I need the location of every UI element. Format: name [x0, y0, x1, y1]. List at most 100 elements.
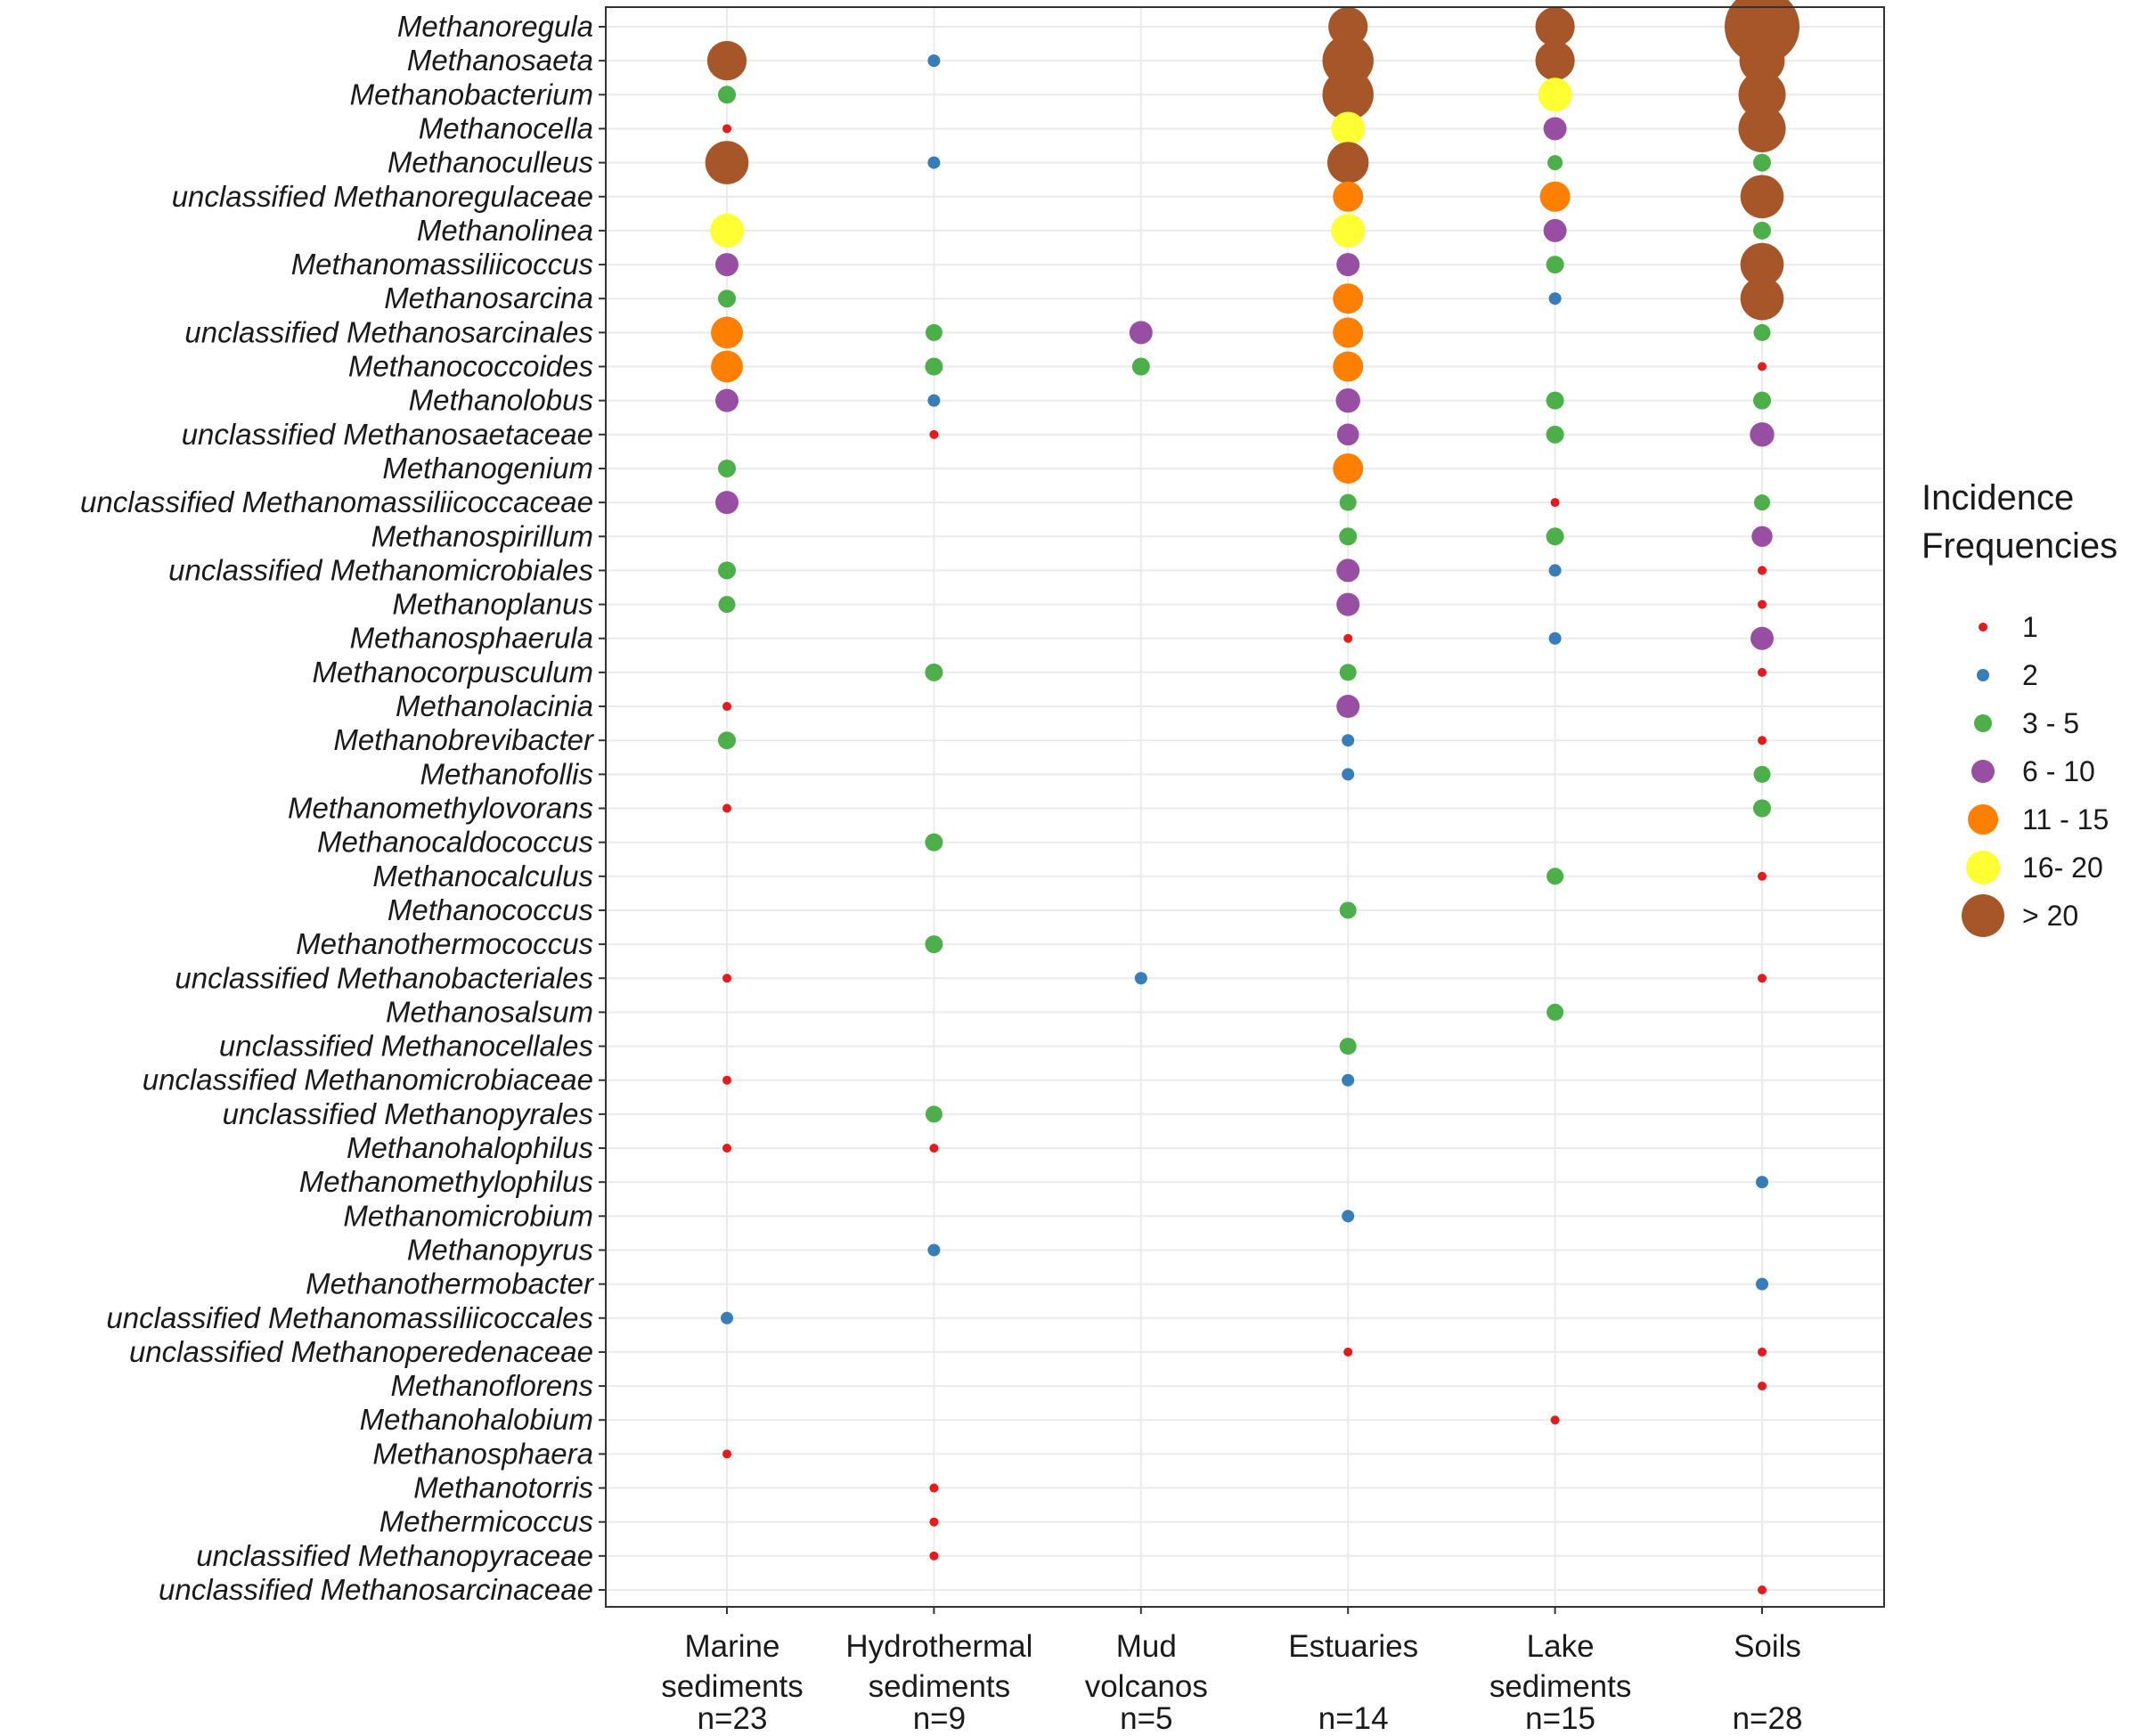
data-point	[925, 357, 943, 376]
y-tick-label: Methanomethylophilus	[299, 1165, 593, 1198]
data-point	[1336, 253, 1360, 277]
data-point	[1333, 351, 1364, 382]
y-axis-ticks	[599, 26, 606, 1591]
data-point	[1333, 283, 1364, 314]
data-point	[1342, 1210, 1355, 1223]
data-point	[1134, 972, 1147, 985]
data-point	[722, 1144, 731, 1153]
data-point	[1546, 1003, 1564, 1021]
data-point	[927, 54, 941, 68]
y-tick-label: Methanocaldococcus	[317, 826, 593, 859]
y-tick-label: unclassified Methanomassiliicoccaceae	[80, 485, 593, 518]
y-tick-label: Methanocella	[419, 111, 593, 144]
data-point	[1758, 599, 1767, 609]
data-point	[715, 388, 739, 412]
data-point	[1543, 117, 1567, 141]
x-tick-label-line2: volcanos	[1085, 1669, 1208, 1704]
data-point	[1738, 104, 1786, 152]
y-tick-label: Methanococcoides	[348, 350, 593, 383]
data-point	[1546, 425, 1564, 444]
x-axis-ticks	[726, 1607, 1763, 1614]
horizontal-gridlines	[606, 26, 1884, 1591]
data-point	[715, 491, 739, 515]
y-tick-label: Methanocorpusculum	[313, 656, 594, 689]
legend-key	[1966, 851, 2000, 884]
x-tick-label-line3: n=23	[698, 1701, 768, 1736]
data-point	[1740, 175, 1784, 219]
y-tick-label: Methanolobus	[409, 384, 593, 417]
data-point	[710, 213, 744, 248]
y-tick-label: Methanosarcina	[384, 281, 593, 314]
data-points	[705, 0, 1799, 1594]
y-tick-label: Methanothermobacter	[306, 1267, 595, 1300]
data-point	[927, 394, 941, 407]
data-point	[1343, 1347, 1353, 1357]
y-tick-label: unclassified Methanosaetaceae	[182, 418, 593, 451]
data-point	[721, 1311, 733, 1324]
legend-key	[1971, 760, 1995, 783]
data-point	[1336, 592, 1360, 616]
legend-label: 11 - 15	[2022, 803, 2109, 835]
data-point	[1342, 734, 1355, 747]
legend-key	[1968, 804, 1998, 835]
y-tick-label: Methanosaeta	[407, 44, 593, 77]
data-point	[718, 459, 736, 477]
data-point	[722, 702, 731, 712]
data-point	[718, 596, 736, 614]
y-tick-label: Methanoculleus	[388, 146, 593, 179]
y-tick-label: unclassified Methanocellales	[219, 1030, 593, 1063]
data-point	[1339, 527, 1358, 546]
y-tick-label: Methanosphaerula	[350, 622, 593, 655]
data-point	[1131, 357, 1150, 376]
y-tick-label: Methanomassiliicoccus	[291, 248, 593, 281]
data-point	[925, 663, 943, 681]
data-point	[718, 86, 736, 104]
y-tick-label: Methanolacinia	[396, 689, 593, 722]
y-tick-label: unclassified Methanosarcinales	[184, 315, 593, 348]
data-point	[1753, 323, 1771, 341]
data-point	[929, 1551, 939, 1561]
data-point	[1738, 70, 1786, 118]
x-tick-label-line1: Lake	[1527, 1629, 1595, 1664]
x-tick-label-line1: Mud	[1116, 1629, 1177, 1664]
x-tick-label-line3: n=14	[1318, 1701, 1389, 1736]
data-point	[1758, 1381, 1767, 1391]
y-tick-label: Methanofollis	[420, 757, 593, 790]
data-point	[1543, 218, 1567, 242]
y-tick-label: Methanobrevibacter	[333, 723, 595, 756]
data-point	[1758, 362, 1767, 371]
y-tick-label: Methanoplanus	[392, 588, 593, 621]
data-point	[1331, 111, 1366, 146]
x-axis-labels: Marinesedimentsn=23Hydrothermalsediments…	[661, 1629, 1802, 1736]
data-point	[1547, 155, 1563, 171]
data-point	[1539, 181, 1571, 212]
data-point	[711, 350, 743, 383]
data-point	[1750, 422, 1775, 447]
data-point	[1546, 527, 1564, 546]
data-point	[722, 124, 731, 134]
legend-title-line2: Frequencies	[1922, 526, 2118, 566]
data-point	[1336, 423, 1359, 446]
data-point	[1754, 494, 1770, 511]
data-point	[1756, 1277, 1768, 1291]
data-point	[1546, 391, 1564, 410]
data-point	[1753, 221, 1771, 240]
data-point	[929, 1517, 939, 1527]
x-tick-label-line1: Marine	[685, 1629, 780, 1664]
legend-key	[1962, 894, 2004, 937]
data-point	[1327, 142, 1369, 183]
y-tick-label: Methanosalsum	[386, 995, 593, 1028]
data-point	[1753, 799, 1771, 818]
data-point	[722, 803, 731, 813]
x-tick-label-line3: n=28	[1733, 1701, 1803, 1736]
y-tick-label: unclassified Methanopyrales	[223, 1097, 593, 1130]
legend-key	[1979, 623, 1987, 632]
legend-label: > 20	[2022, 900, 2078, 932]
y-tick-label: unclassified Methanopyraceae	[196, 1539, 593, 1572]
data-point	[1342, 768, 1355, 781]
data-point	[1758, 1347, 1767, 1357]
y-tick-label: Methanolinea	[417, 214, 593, 247]
legend-label: 2	[2022, 659, 2038, 691]
data-point	[1740, 242, 1784, 287]
